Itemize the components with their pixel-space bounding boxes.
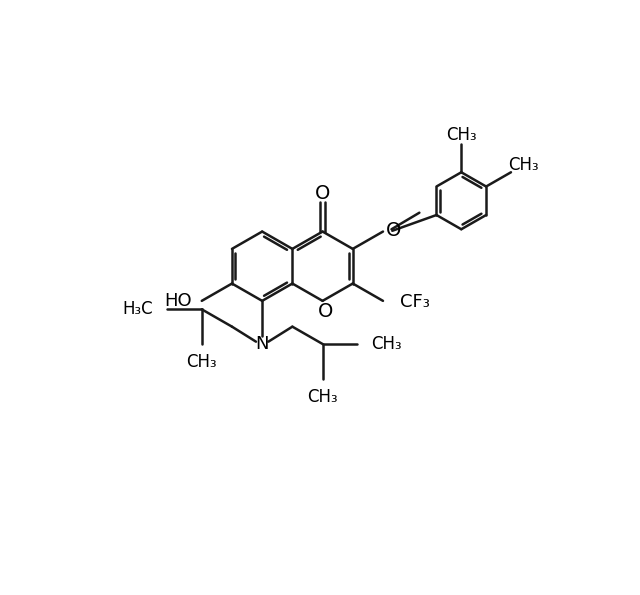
Text: CF₃: CF₃ bbox=[400, 293, 430, 311]
Text: CH₃: CH₃ bbox=[186, 353, 217, 371]
Text: HO: HO bbox=[164, 292, 192, 310]
Text: O: O bbox=[386, 221, 401, 240]
Text: CH₃: CH₃ bbox=[371, 335, 402, 353]
Text: N: N bbox=[255, 335, 269, 353]
Text: CH₃: CH₃ bbox=[307, 388, 338, 406]
Text: CH₃: CH₃ bbox=[508, 155, 539, 174]
Text: O: O bbox=[318, 302, 333, 321]
Text: CH₃: CH₃ bbox=[446, 126, 477, 143]
Text: H₃C: H₃C bbox=[122, 300, 153, 318]
Text: O: O bbox=[315, 184, 330, 203]
